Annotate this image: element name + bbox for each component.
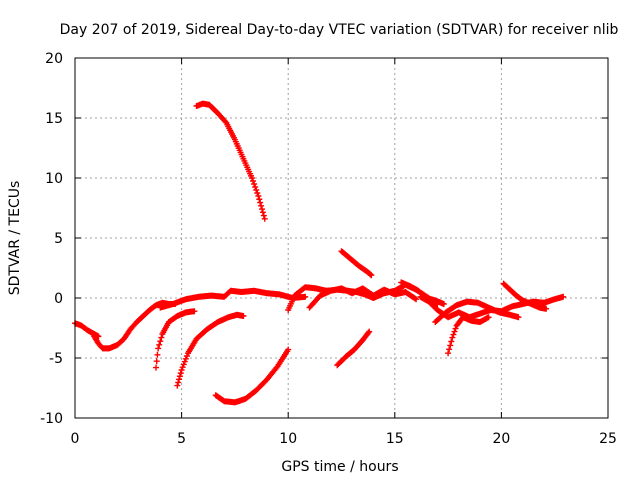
- data-point: [222, 118, 229, 125]
- series-arc-3: [153, 308, 198, 371]
- data-point: [259, 206, 266, 213]
- series-arc-7: [212, 346, 292, 406]
- data-point: [440, 301, 447, 307]
- x-tick-label: 5: [177, 431, 186, 447]
- data-point: [178, 367, 185, 373]
- series-arc-9: [306, 285, 420, 311]
- data-point: [446, 346, 453, 353]
- y-tick-label: -10: [40, 411, 63, 427]
- series-arc-6: [193, 100, 268, 222]
- data-point: [157, 338, 164, 345]
- data-point: [250, 178, 257, 184]
- axis-ticks: [74, 57, 609, 419]
- y-tick-label: 10: [45, 171, 63, 187]
- y-tick-label: 15: [45, 111, 63, 127]
- data-point: [252, 184, 259, 190]
- data-point: [191, 308, 198, 315]
- y-tick-label: 0: [54, 291, 63, 307]
- x-tick-label: 15: [386, 431, 404, 447]
- data-point: [174, 382, 181, 389]
- data-point: [412, 295, 419, 302]
- data-point: [253, 187, 260, 193]
- series-arc-14: [445, 314, 492, 357]
- data-point: [543, 305, 550, 312]
- data-point: [261, 215, 268, 222]
- data-point: [182, 355, 189, 362]
- data-point: [366, 328, 373, 335]
- series-arc-11: [334, 328, 373, 369]
- data-point: [449, 334, 456, 341]
- y-axis-label: SDTVAR / TECUs: [7, 181, 23, 296]
- series-arc-16: [398, 279, 447, 307]
- x-tick-label: 20: [492, 431, 510, 447]
- series-arc-15: [500, 280, 550, 312]
- x-tick-label: 0: [71, 431, 80, 447]
- data-point: [560, 293, 567, 300]
- data-point: [450, 331, 457, 338]
- data-point: [302, 293, 309, 300]
- y-tick-label: 5: [54, 231, 63, 247]
- y-tick-label: -5: [49, 351, 63, 367]
- x-tick-label: 25: [599, 431, 617, 447]
- data-point: [158, 334, 165, 341]
- data-point: [254, 190, 261, 196]
- series-arc-10: [338, 248, 375, 279]
- data-point: [248, 175, 255, 181]
- data-point: [179, 364, 186, 371]
- series-arc-5: [157, 287, 309, 311]
- data-points: [72, 100, 567, 406]
- data-point: [257, 199, 264, 206]
- data-point: [176, 376, 183, 383]
- x-axis-label: GPS time / hours: [281, 459, 398, 475]
- data-point: [259, 209, 266, 216]
- x-tick-label: 10: [279, 431, 297, 447]
- data-point: [183, 353, 190, 359]
- data-point: [156, 341, 163, 348]
- data-point: [485, 314, 492, 321]
- data-point: [448, 338, 455, 345]
- data-point: [367, 271, 374, 278]
- y-tick-labels: -10 -5 0 5 10 15 20: [40, 51, 63, 427]
- data-point: [451, 328, 458, 335]
- data-point: [260, 212, 267, 219]
- data-point: [176, 373, 183, 380]
- data-point: [452, 325, 459, 332]
- data-point: [447, 342, 454, 349]
- chart-title: Day 207 of 2019, Sidereal Day-to-day VTE…: [60, 22, 619, 38]
- data-point: [255, 193, 262, 199]
- data-point: [258, 202, 265, 209]
- data-point: [153, 364, 160, 371]
- data-point: [240, 313, 247, 319]
- x-tick-labels: 0 5 10 15 20 25: [71, 431, 617, 447]
- data-point: [155, 345, 162, 352]
- data-point: [177, 370, 184, 377]
- series-arc-1: [72, 320, 102, 340]
- data-point: [181, 358, 188, 365]
- data-point: [153, 358, 160, 365]
- data-point: [515, 314, 522, 321]
- series-arc-4: [174, 311, 247, 389]
- data-point: [368, 272, 375, 279]
- data-point: [365, 329, 372, 336]
- data-point: [251, 181, 258, 187]
- data-point: [256, 196, 263, 203]
- data-point: [154, 351, 161, 358]
- data-point: [285, 346, 292, 353]
- series-arc-13: [432, 298, 522, 325]
- y-tick-label: 20: [45, 51, 63, 67]
- data-point: [180, 361, 187, 368]
- data-point: [413, 296, 420, 303]
- data-point: [445, 350, 452, 357]
- data-point: [175, 379, 182, 386]
